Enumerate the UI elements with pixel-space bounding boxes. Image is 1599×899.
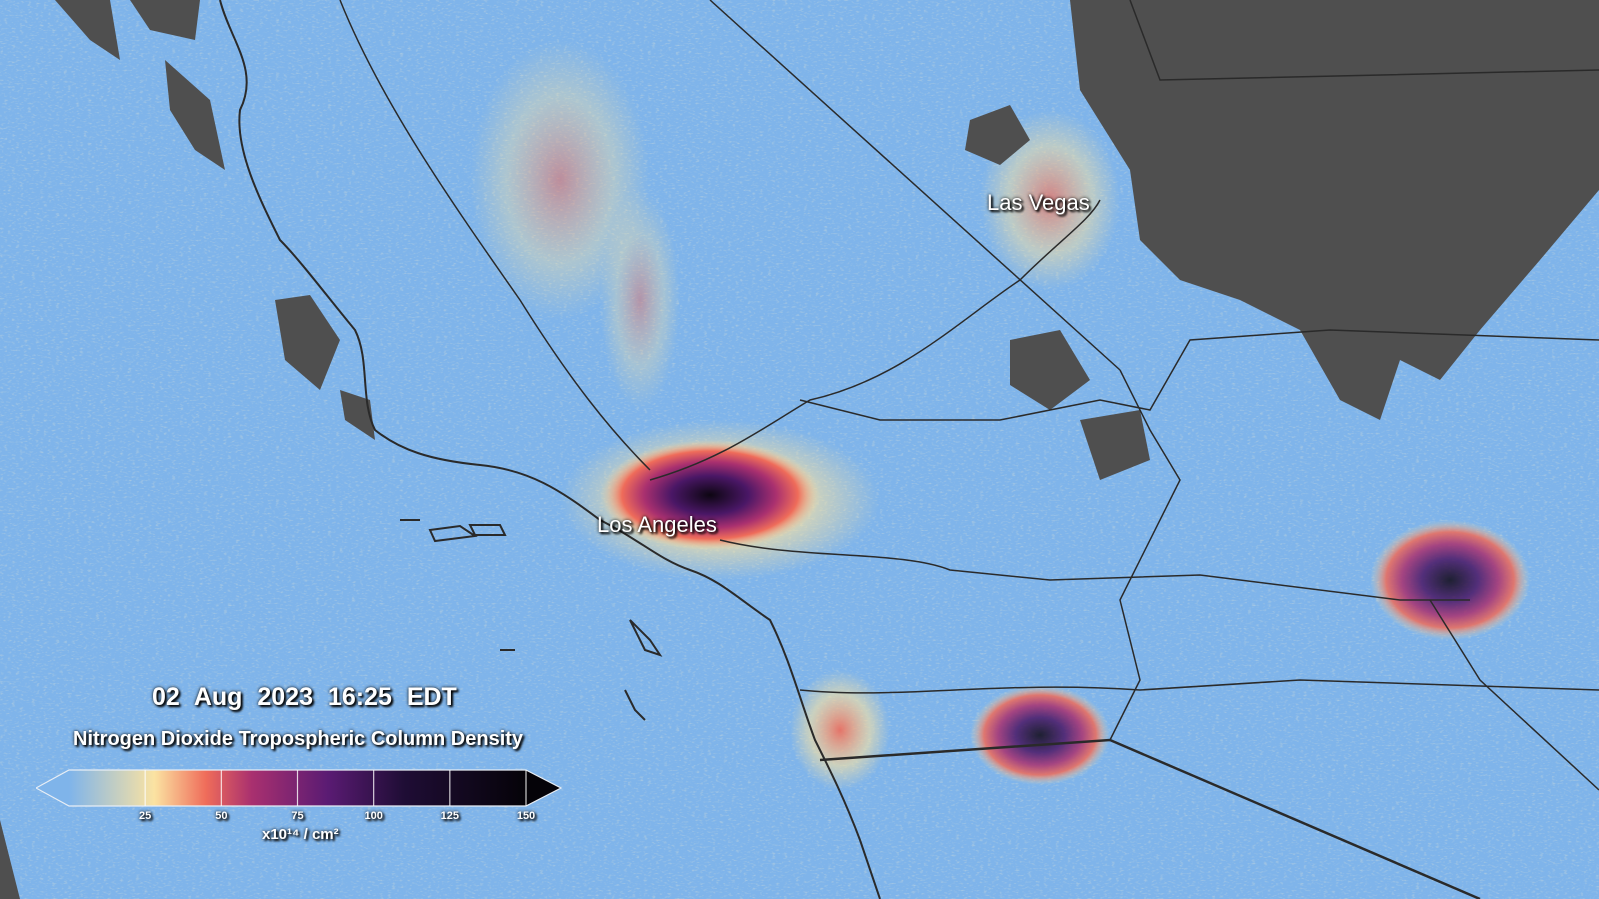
colorbar-tick-label: 150 [516,810,536,822]
colorbar-tick-label: 75 [291,810,304,822]
colorbar-title: Nitrogen Dioxide Tropospheric Column Den… [73,728,524,750]
colorbar-units: x10¹⁴ / cm² [262,826,339,843]
mexicali-hotspot [970,685,1110,785]
colorbar [36,769,563,807]
colorbar-tick-label: 50 [215,810,228,822]
roads-and-borders [339,0,1599,899]
colorbar-tick-label: 125 [440,810,460,822]
coastline [219,0,881,899]
city-label-las-vegas: Las Vegas [987,190,1090,215]
phoenix-hotspot [1370,520,1530,640]
colorbar-gradient [36,769,563,807]
city-label-los-angeles: Los Angeles [597,512,717,537]
los-angeles-hotspot [600,440,820,550]
datetime-label: 02 Aug 2023 16:25 EDT [152,683,457,711]
colorbar-tick-label: 100 [364,810,383,822]
colorbar-tick-label: 25 [139,810,152,822]
